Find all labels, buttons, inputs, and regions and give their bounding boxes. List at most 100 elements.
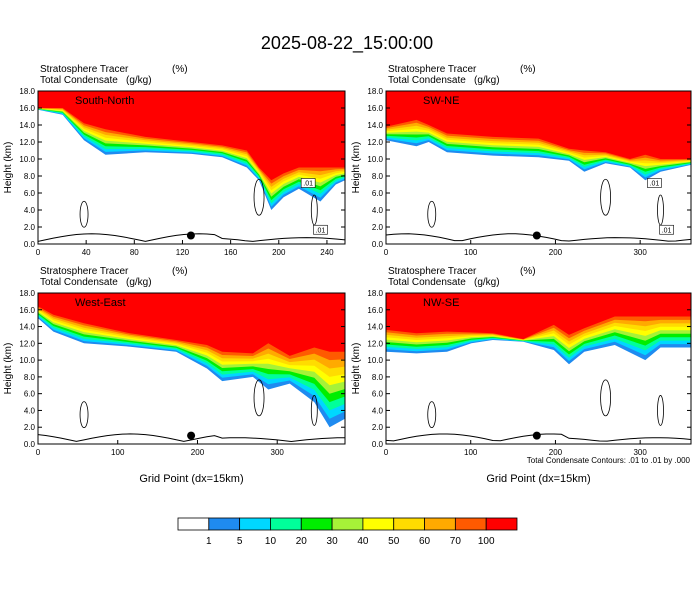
y-axis-label: Height (km) (351, 343, 362, 395)
y-tick-label: 4.0 (24, 206, 36, 215)
contour-label: .01 (316, 227, 326, 234)
x-tick-label: 120 (176, 248, 190, 257)
x-tick-label: 300 (633, 448, 647, 457)
variable-name: Stratosphere Tracer (40, 266, 129, 277)
location-marker (532, 431, 541, 440)
y-tick-label: 2.0 (372, 223, 384, 232)
plot-area (386, 293, 691, 444)
variable-name: Stratosphere Tracer (40, 64, 129, 75)
colorbar-swatch (177, 517, 210, 531)
location-marker (532, 231, 541, 240)
colorbar-label: 70 (450, 536, 462, 547)
colorbar-label: 1 (206, 536, 212, 547)
colorbar-label: 30 (327, 536, 339, 547)
panel-label: SW-NE (423, 95, 459, 107)
plot-frame (385, 292, 692, 445)
y-tick-label: 12.0 (367, 339, 383, 348)
y-tick-label: 0.0 (372, 240, 384, 249)
contour-label: .01 (303, 181, 313, 188)
band-level-100 (386, 91, 691, 159)
colorbar-swatch (300, 517, 333, 531)
panel-south-north: South-North Stratosphere Tracer (%) Total C… (3, 64, 346, 257)
colorbar-label: 40 (357, 536, 369, 547)
contour-label: .01 (662, 227, 672, 234)
colorbar-swatch (331, 517, 364, 531)
colorbar-label: 60 (419, 536, 431, 547)
condensate-contour (253, 178, 265, 216)
colorbar-label: 5 (237, 536, 243, 547)
plot-area (38, 293, 345, 444)
colorbar-swatch (393, 517, 425, 531)
variable-unit: (g/kg) (474, 75, 500, 86)
y-axis-label: Height (km) (3, 343, 14, 395)
variable-unit: (%) (520, 266, 536, 277)
band-level-100 (38, 293, 345, 356)
variable-name: Total Condensate (388, 277, 466, 288)
y-tick-label: 12.0 (19, 339, 35, 348)
condensate-contour (427, 401, 437, 429)
plot-frame (37, 292, 346, 445)
y-axis-label: Height (km) (351, 142, 362, 194)
x-tick-label: 40 (82, 248, 91, 257)
y-tick-label: 8.0 (24, 172, 36, 181)
y-tick-label: 16.0 (367, 306, 383, 315)
contour-label-box (313, 224, 328, 235)
y-tick-label: 6.0 (24, 390, 36, 399)
plot-frame (385, 90, 692, 245)
y-tick-label: 6.0 (372, 189, 384, 198)
colorbar: 1 5 10 20 30 40 50 60 70 100 (177, 517, 518, 547)
y-tick-label: 12.0 (19, 138, 35, 147)
y-tick-label: 8.0 (24, 373, 36, 382)
plot-area (38, 91, 345, 244)
condensate-contour (600, 178, 611, 216)
contour-label: .01 (650, 181, 660, 188)
panel-label: West-East (75, 297, 126, 309)
colorbar-swatch (362, 517, 395, 531)
y-tick-label: 18.0 (367, 289, 383, 298)
y-tick-label: 16.0 (19, 306, 35, 315)
x-axis-label: Grid Point (dx=15km) (139, 473, 243, 485)
y-tick-label: 6.0 (24, 189, 36, 198)
y-tick-label: 8.0 (372, 172, 384, 181)
condensate-contour (600, 379, 611, 417)
x-axis-label: Grid Point (dx=15km) (486, 473, 590, 485)
x-tick-label: 300 (633, 248, 647, 257)
band-level-100 (38, 91, 345, 181)
x-tick-label: 300 (271, 448, 285, 457)
y-tick-label: 14.0 (367, 323, 383, 332)
plot-area (386, 91, 691, 244)
contour-label-box (659, 224, 674, 235)
y-tick-label: 8.0 (372, 373, 384, 382)
x-tick-label: 0 (36, 448, 41, 457)
y-tick-label: 0.0 (372, 440, 384, 449)
y-tick-label: 14.0 (19, 323, 35, 332)
y-tick-label: 18.0 (19, 87, 35, 96)
y-tick-label: 18.0 (367, 87, 383, 96)
y-tick-label: 18.0 (19, 289, 35, 298)
variable-name: Stratosphere Tracer (388, 64, 477, 75)
colorbar-swatch (454, 517, 487, 531)
y-tick-label: 2.0 (24, 223, 36, 232)
y-tick-label: 16.0 (19, 104, 35, 113)
condensate-contour (253, 379, 265, 417)
x-tick-label: 0 (384, 448, 389, 457)
condensate-contour (427, 200, 437, 228)
band-level-100 (386, 293, 691, 340)
x-tick-label: 200 (549, 248, 563, 257)
y-tick-label: 2.0 (372, 423, 384, 432)
variable-unit: (g/kg) (126, 277, 152, 288)
y-tick-label: 10.0 (19, 356, 35, 365)
variable-name: Stratosphere Tracer (388, 266, 477, 277)
condensate-contour (657, 395, 664, 426)
colorbar-label: 100 (478, 536, 495, 547)
variable-name: Total Condensate (40, 277, 118, 288)
panel-sw-ne: SW-NE Stratosphere Tracer (%) Total Condens… (351, 64, 692, 257)
contour-note: Total Condensate Contours: .01 to .01 by… (527, 456, 691, 465)
condensate-contour (79, 401, 89, 429)
y-tick-label: 2.0 (24, 423, 36, 432)
variable-unit: (%) (172, 266, 188, 277)
x-tick-label: 100 (464, 448, 478, 457)
y-tick-label: 4.0 (24, 406, 36, 415)
terrain-contour (38, 433, 345, 443)
